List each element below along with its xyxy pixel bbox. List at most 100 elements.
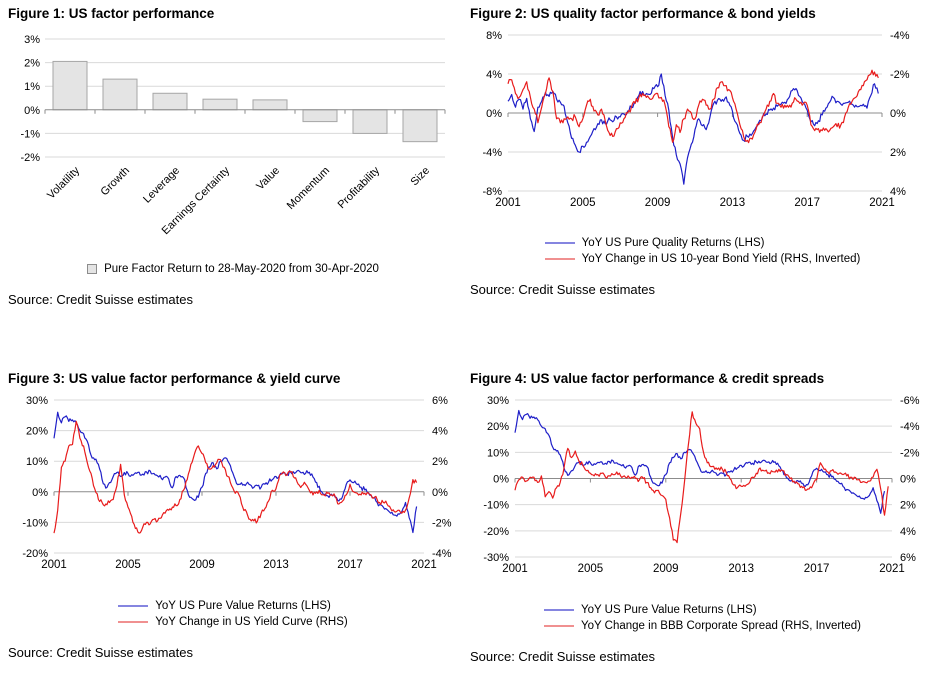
svg-text:20%: 20% xyxy=(26,426,48,438)
figure-2-legend: YoY US Pure Quality Returns (LHS) YoY Cha… xyxy=(544,233,861,269)
svg-text:-20%: -20% xyxy=(22,548,48,560)
figure-3-title: Figure 3: US value factor performance & … xyxy=(8,371,341,386)
svg-text:-4%: -4% xyxy=(432,548,452,560)
svg-text:2%: 2% xyxy=(24,58,40,70)
svg-text:2009: 2009 xyxy=(189,559,215,571)
svg-text:2013: 2013 xyxy=(728,563,754,575)
svg-text:Value: Value xyxy=(254,165,282,193)
bar-profitability xyxy=(352,109,388,134)
svg-text:2009: 2009 xyxy=(653,563,679,575)
svg-text:0%: 0% xyxy=(432,487,448,499)
svg-text:4%: 4% xyxy=(900,526,916,538)
legend-item: YoY US Pure Quality Returns (LHS) xyxy=(544,237,861,249)
line-swatch-icon xyxy=(544,258,575,260)
figure-4-legend: YoY US Pure Value Returns (LHS) YoY Chang… xyxy=(544,600,861,636)
legend-label: Pure Factor Return to 28-May-2020 from 3… xyxy=(104,263,379,275)
figure-1-source: Source: Credit Suisse estimates xyxy=(8,292,193,307)
series-line-blue xyxy=(507,73,879,185)
svg-text:-4%: -4% xyxy=(482,147,502,159)
figure-1-bar-chart: 3%2%1%0%-1%-2%Volatility Growth LeverageEa… xyxy=(20,34,446,237)
svg-text:1%: 1% xyxy=(24,81,40,93)
figure-4-line-chart: 30% -6% 20% -4% 10% -2% 0% 0% -10% 2% -20% 4% -30% 6%… xyxy=(483,395,920,575)
figure-4-title: Figure 4: US value factor performance & … xyxy=(470,371,825,386)
svg-text:6%: 6% xyxy=(432,395,448,407)
series-line-red xyxy=(507,69,879,144)
line-swatch-icon xyxy=(544,609,574,611)
svg-text:-10%: -10% xyxy=(22,517,48,529)
figure-3-line-chart: 30% 6% 20% 4% 10% 2% 0% 0% -10% -2% -20% -4% 2001 200… xyxy=(22,395,452,571)
svg-text:0%: 0% xyxy=(900,474,916,486)
svg-text:Momentum: Momentum xyxy=(285,165,332,212)
bar-momentum xyxy=(302,109,338,123)
line-swatch-icon xyxy=(544,625,574,627)
line-swatch-icon xyxy=(118,605,149,607)
figure-1-title: Figure 1: US factor performance xyxy=(8,6,215,21)
series-line-red xyxy=(514,411,889,544)
svg-text:2013: 2013 xyxy=(263,559,289,571)
svg-text:0%: 0% xyxy=(486,108,502,120)
svg-text:2017: 2017 xyxy=(794,197,820,209)
svg-text:2%: 2% xyxy=(890,147,906,159)
svg-text:10%: 10% xyxy=(26,456,48,468)
svg-text:2009: 2009 xyxy=(645,197,671,209)
svg-text:Profitability: Profitability xyxy=(336,164,383,211)
figure-1-panel: Figure 1: US factor performance 3% 2% 1% 0%… xyxy=(8,6,458,307)
legend-label: YoY Change in US 10-year Bond Yield (RHS… xyxy=(581,253,861,265)
svg-text:2021: 2021 xyxy=(411,559,437,571)
figure-4-source: Source: Credit Suisse estimates xyxy=(470,649,655,664)
svg-text:2005: 2005 xyxy=(578,563,604,575)
figure-3-source: Source: Credit Suisse estimates xyxy=(8,645,193,660)
figure-2-title: Figure 2: US quality factor performance … xyxy=(470,6,816,21)
svg-text:8%: 8% xyxy=(486,30,502,42)
svg-text:0%: 0% xyxy=(890,108,906,120)
legend-label: YoY US Pure Value Returns (LHS) xyxy=(581,604,757,616)
svg-text:30%: 30% xyxy=(26,395,48,407)
bar-swatch-icon xyxy=(87,264,98,274)
svg-text:2005: 2005 xyxy=(570,197,596,209)
legend-item: YoY US Pure Value Returns (LHS) xyxy=(544,604,861,616)
svg-text:6%: 6% xyxy=(900,552,916,564)
svg-text:3%: 3% xyxy=(24,34,40,46)
figure-1-legend: Pure Factor Return to 28-May-2020 from 3… xyxy=(87,259,379,279)
svg-text:0%: 0% xyxy=(32,487,48,499)
svg-text:-20%: -20% xyxy=(483,526,509,538)
legend-item: YoY Change in BBB Corporate Spread (RHS,… xyxy=(544,620,861,632)
svg-text:2%: 2% xyxy=(900,500,916,512)
svg-text:-4%: -4% xyxy=(890,30,910,42)
svg-text:Growth: Growth xyxy=(99,165,133,199)
svg-text:-8%: -8% xyxy=(482,186,502,198)
bar-volatility xyxy=(52,60,88,111)
svg-text:-10%: -10% xyxy=(483,500,509,512)
svg-text:4%: 4% xyxy=(432,426,448,438)
svg-text:-6%: -6% xyxy=(900,395,920,407)
legend-label: YoY Change in BBB Corporate Spread (RHS,… xyxy=(581,620,861,632)
figure-4-panel: Figure 4: US value factor performance & … xyxy=(470,371,935,664)
svg-text:2021: 2021 xyxy=(879,563,905,575)
svg-text:-2%: -2% xyxy=(890,69,910,81)
svg-text:0%: 0% xyxy=(493,474,509,486)
svg-text:Size: Size xyxy=(408,165,432,189)
bar-earnings-certainty xyxy=(202,98,238,111)
svg-text:2005: 2005 xyxy=(115,559,141,571)
svg-text:30%: 30% xyxy=(487,395,509,407)
legend-label: YoY US Pure Quality Returns (LHS) xyxy=(581,237,765,249)
svg-text:-2%: -2% xyxy=(900,447,920,459)
series-line-blue xyxy=(514,409,886,514)
svg-text:-1%: -1% xyxy=(20,128,40,140)
figure-3-panel: Figure 3: US value factor performance & … xyxy=(8,371,458,660)
series-line-red xyxy=(53,420,418,534)
svg-text:2001: 2001 xyxy=(41,559,67,571)
svg-text:Leverage: Leverage xyxy=(141,165,182,206)
svg-text:-4%: -4% xyxy=(900,421,920,433)
svg-text:10%: 10% xyxy=(487,447,509,459)
svg-text:-30%: -30% xyxy=(483,552,509,564)
svg-text:2017: 2017 xyxy=(337,559,363,571)
svg-text:2%: 2% xyxy=(432,456,448,468)
figure-2-source: Source: Credit Suisse estimates xyxy=(470,282,655,297)
legend-item: YoY Change in US 10-year Bond Yield (RHS… xyxy=(544,253,861,265)
bar-value xyxy=(252,99,288,111)
svg-text:4%: 4% xyxy=(890,186,906,198)
legend-item: YoY US Pure Value Returns (LHS) xyxy=(118,600,347,612)
svg-text:0%: 0% xyxy=(24,105,40,117)
